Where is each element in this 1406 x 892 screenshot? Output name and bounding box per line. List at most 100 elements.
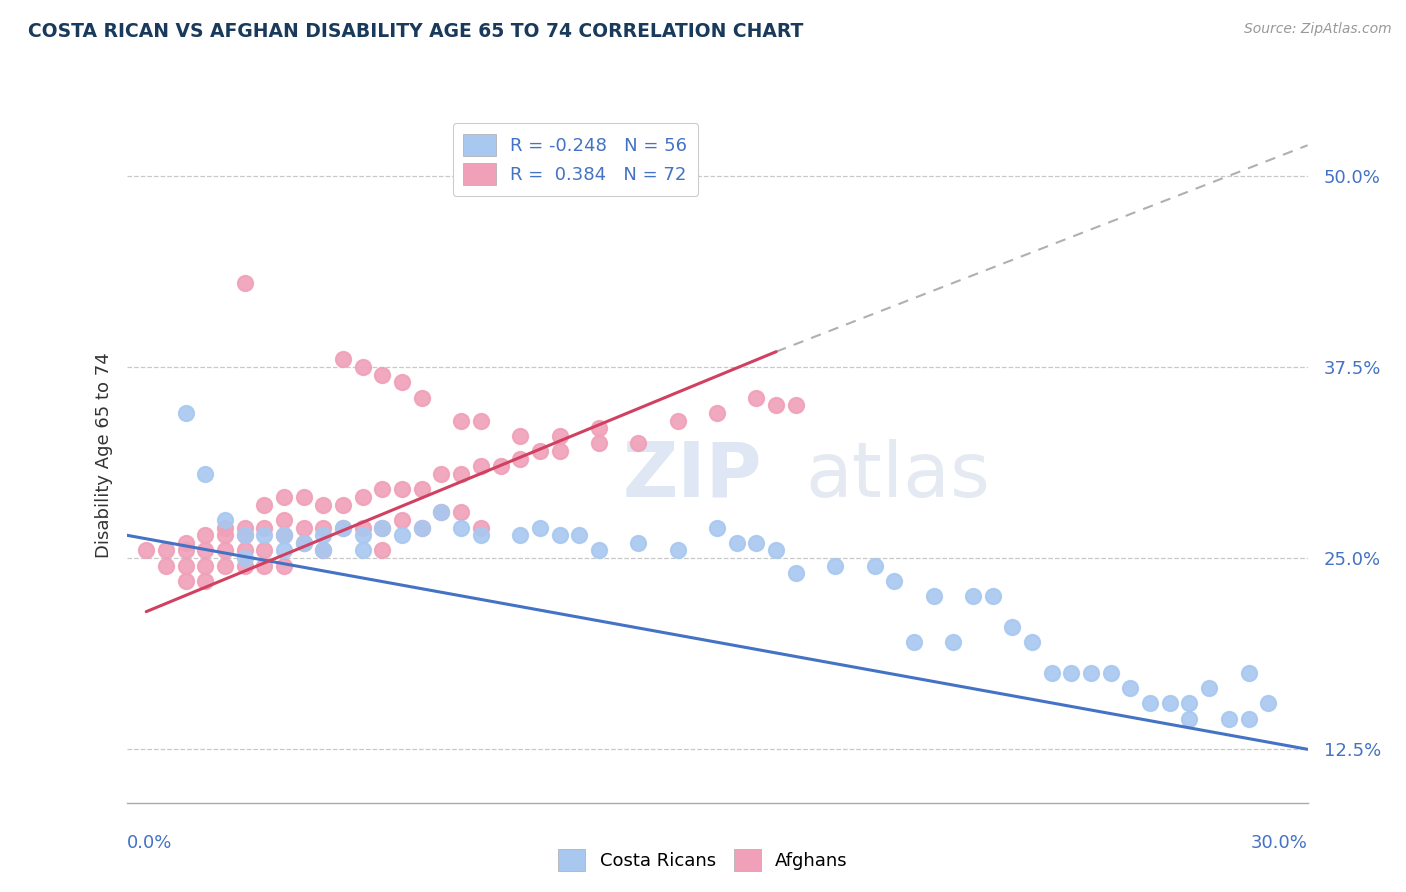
Point <box>233 276 256 290</box>
Point <box>214 520 236 534</box>
Point <box>942 635 965 649</box>
Point <box>174 536 197 550</box>
Point <box>627 436 650 450</box>
Point <box>214 558 236 573</box>
Point <box>430 505 453 519</box>
Point <box>706 406 728 420</box>
Point <box>725 536 748 550</box>
Point <box>371 520 394 534</box>
Point <box>253 543 276 558</box>
Point <box>666 413 689 427</box>
Point <box>903 635 925 649</box>
Point <box>174 558 197 573</box>
Point <box>1178 712 1201 726</box>
Point <box>155 543 177 558</box>
Point <box>352 490 374 504</box>
Point <box>922 590 945 604</box>
Point <box>332 498 354 512</box>
Point <box>981 590 1004 604</box>
Point <box>706 520 728 534</box>
Point <box>312 543 335 558</box>
Point <box>273 490 295 504</box>
Point <box>1021 635 1043 649</box>
Text: ZIP: ZIP <box>623 439 762 513</box>
Point <box>824 558 846 573</box>
Point <box>1080 665 1102 680</box>
Point <box>1218 712 1240 726</box>
Point <box>1237 665 1260 680</box>
Point <box>962 590 984 604</box>
Point <box>352 359 374 374</box>
Point <box>470 413 492 427</box>
Point <box>627 536 650 550</box>
Point <box>430 467 453 481</box>
Point <box>765 398 787 412</box>
Point <box>194 467 217 481</box>
Point <box>273 513 295 527</box>
Point <box>588 436 610 450</box>
Point <box>509 528 531 542</box>
Point <box>214 543 236 558</box>
Point <box>332 352 354 367</box>
Point <box>391 528 413 542</box>
Point <box>135 543 157 558</box>
Legend: R = -0.248   N = 56, R =  0.384   N = 72: R = -0.248 N = 56, R = 0.384 N = 72 <box>453 123 699 196</box>
Point <box>863 558 886 573</box>
Point <box>450 505 472 519</box>
Point <box>233 551 256 566</box>
Point <box>548 429 571 443</box>
Point <box>174 406 197 420</box>
Point <box>312 528 335 542</box>
Point <box>371 543 394 558</box>
Point <box>273 558 295 573</box>
Point <box>666 543 689 558</box>
Point <box>233 543 256 558</box>
Y-axis label: Disability Age 65 to 74: Disability Age 65 to 74 <box>94 352 112 558</box>
Point <box>411 520 433 534</box>
Point <box>391 376 413 390</box>
Point <box>745 536 768 550</box>
Point <box>1237 712 1260 726</box>
Point <box>529 520 551 534</box>
Point <box>430 505 453 519</box>
Point <box>765 543 787 558</box>
Text: COSTA RICAN VS AFGHAN DISABILITY AGE 65 TO 74 CORRELATION CHART: COSTA RICAN VS AFGHAN DISABILITY AGE 65 … <box>28 22 803 41</box>
Point <box>1001 620 1024 634</box>
Point <box>1040 665 1063 680</box>
Text: 30.0%: 30.0% <box>1251 834 1308 852</box>
Point <box>332 520 354 534</box>
Point <box>352 543 374 558</box>
Point <box>548 528 571 542</box>
Point <box>411 391 433 405</box>
Point <box>745 391 768 405</box>
Point <box>1178 697 1201 711</box>
Point <box>1198 681 1220 695</box>
Point <box>214 528 236 542</box>
Point <box>1139 697 1161 711</box>
Point <box>233 528 256 542</box>
Point <box>529 444 551 458</box>
Point <box>450 413 472 427</box>
Point <box>312 498 335 512</box>
Point <box>588 543 610 558</box>
Point <box>273 543 295 558</box>
Point <box>1099 665 1122 680</box>
Point <box>785 566 807 581</box>
Point <box>1060 665 1083 680</box>
Point <box>785 398 807 412</box>
Point <box>194 528 217 542</box>
Point <box>233 558 256 573</box>
Point <box>489 459 512 474</box>
Point <box>470 528 492 542</box>
Point <box>371 483 394 497</box>
Point <box>548 444 571 458</box>
Point <box>292 490 315 504</box>
Point <box>883 574 905 588</box>
Point <box>371 520 394 534</box>
Point <box>292 536 315 550</box>
Point <box>273 528 295 542</box>
Text: 0.0%: 0.0% <box>127 834 172 852</box>
Point <box>233 528 256 542</box>
Point <box>470 459 492 474</box>
Point <box>312 520 335 534</box>
